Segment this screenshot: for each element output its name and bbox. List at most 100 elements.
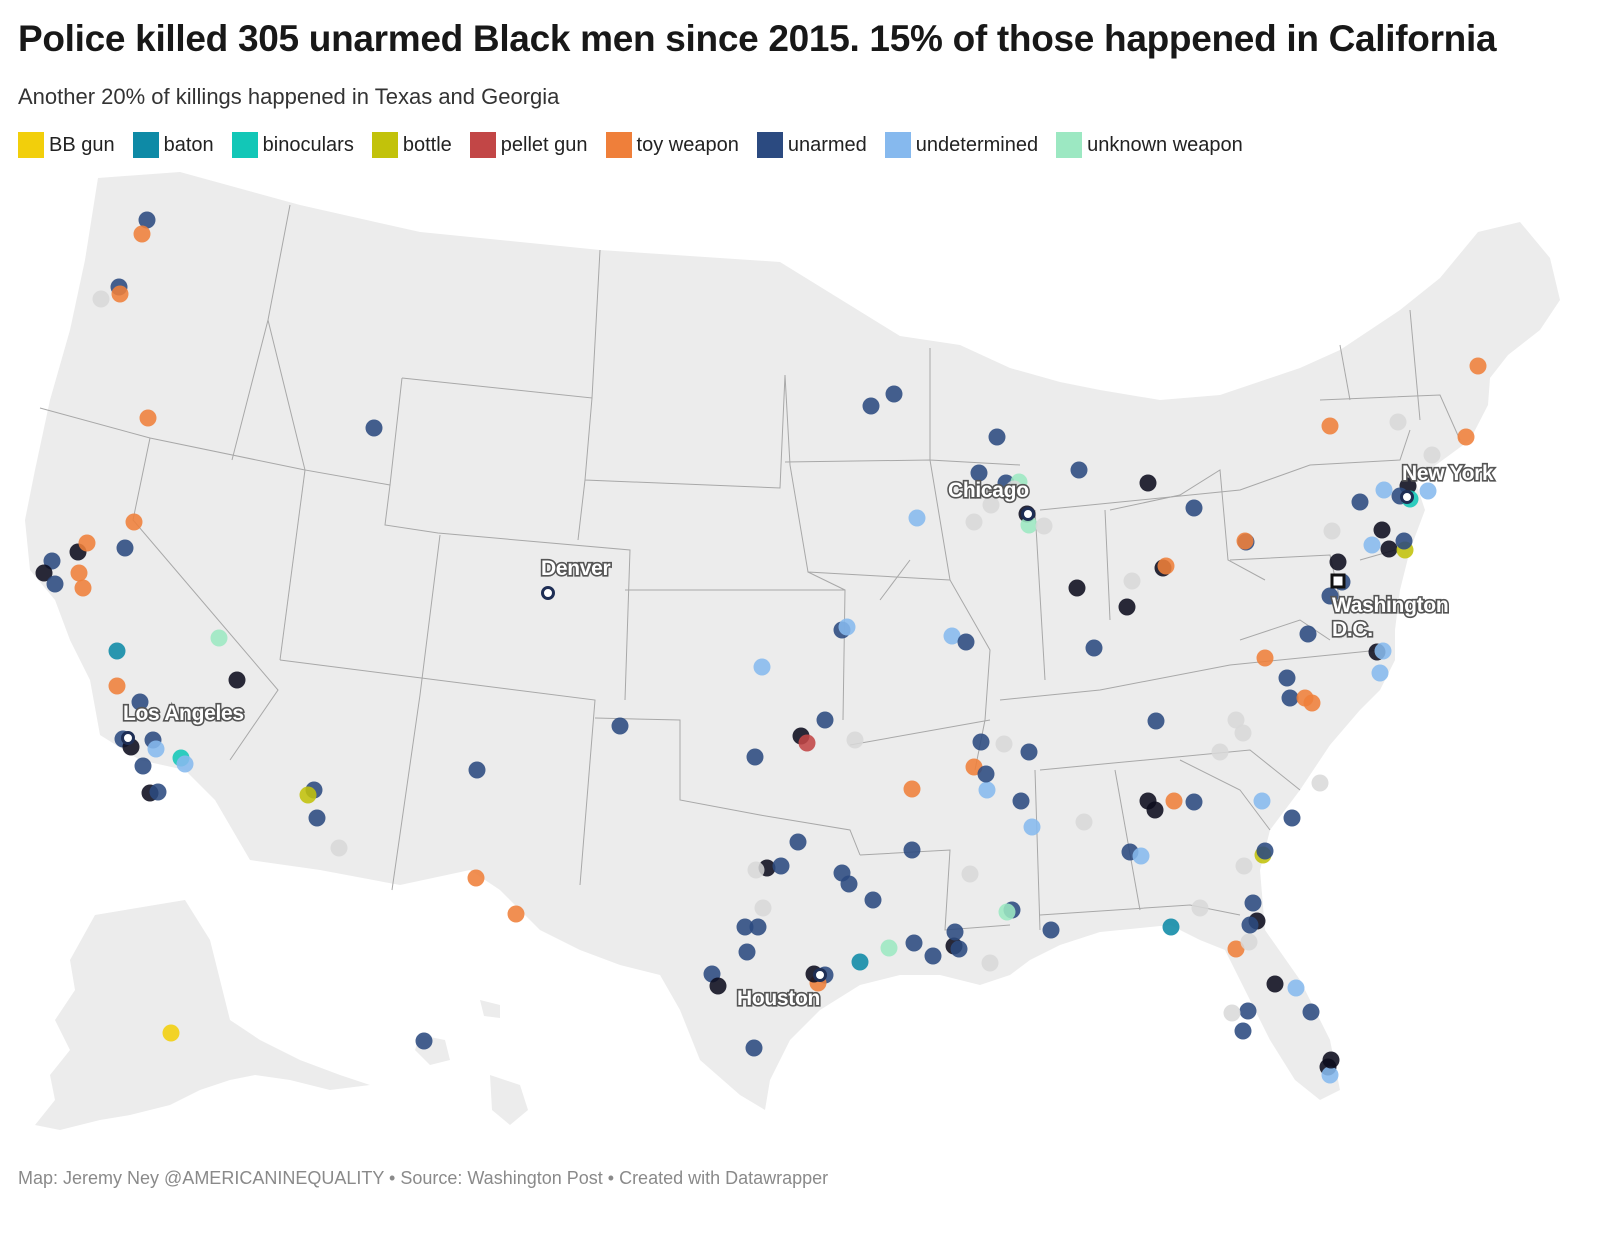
incident-dot [977, 765, 995, 783]
incident-dot [111, 285, 129, 303]
incident-dot [149, 783, 167, 801]
incident-dot [1075, 813, 1093, 831]
us-map: Chicago New York Denver Washington D.C. … [25, 172, 1560, 1130]
incident-dot [46, 575, 64, 593]
incident-dot [965, 513, 983, 531]
incident-dot [139, 409, 157, 427]
incident-dot [1139, 474, 1157, 492]
incident-dot [1070, 461, 1088, 479]
land [25, 172, 1560, 1130]
footer-credit: Map: Jeremy Ney @AMERICANINEQUALITY • So… [18, 1168, 829, 1188]
incident-dot [1235, 857, 1253, 875]
incident-dot [1395, 532, 1413, 550]
incident-dot [851, 953, 869, 971]
legend-item-toy-weapon: toy weapon [605, 132, 739, 158]
incident-dot [1236, 532, 1254, 550]
incident-dot [1256, 649, 1274, 667]
incident-dot [125, 513, 143, 531]
incident-dot [1266, 975, 1284, 993]
incident-dot [1457, 428, 1475, 446]
city-labels: Chicago New York Denver Washington D.C. … [121, 460, 1495, 1011]
incident-dot [228, 671, 246, 689]
incident-dot [1005, 480, 1023, 498]
incident-dot [1423, 446, 1441, 464]
incident-dot [108, 677, 126, 695]
legend-item-pellet-gun: pellet gun [469, 132, 588, 158]
incident-dot [753, 658, 771, 676]
incident-dot [1123, 572, 1141, 590]
incident-dot [816, 711, 834, 729]
incident-dot [1147, 712, 1165, 730]
legend-item-baton: baton [132, 132, 214, 158]
state-borders [39, 204, 1461, 931]
incident-dot [1321, 587, 1339, 605]
city-label-los-angeles: Los Angeles [123, 702, 244, 725]
incident-dot [798, 734, 816, 752]
incident-dot [1020, 516, 1038, 534]
incident-dot [1185, 793, 1203, 811]
incident-dot [1085, 639, 1103, 657]
incident-dot [134, 757, 152, 775]
incident-dot [1380, 540, 1398, 558]
incident-dot [147, 740, 165, 758]
chart-subtitle: Another 20% of killings happened in Texa… [18, 84, 560, 109]
incident-dot [840, 875, 858, 893]
incident-dot [970, 464, 988, 482]
incident-dot [1253, 792, 1271, 810]
city-label-dc: D.C. [1332, 618, 1373, 641]
incident-dot [908, 509, 926, 527]
incident-dot [885, 385, 903, 403]
incident-dot [92, 290, 110, 308]
city-marker [1021, 507, 1035, 521]
incident-dot [981, 954, 999, 972]
incident-dot [1118, 598, 1136, 616]
incident-dot [1371, 664, 1389, 682]
incident-dot [1321, 1066, 1339, 1084]
legend: BB gun baton binoculars bottle pellet gu… [18, 132, 1261, 158]
incident-dot [507, 905, 525, 923]
city-marker [541, 586, 555, 600]
incident-dot [1351, 493, 1369, 511]
incident-dot [365, 419, 383, 437]
incident-dot [1278, 669, 1296, 687]
city-label-new-york: New York [1402, 462, 1494, 485]
legend-item-binoculars: binoculars [231, 132, 354, 158]
incident-dot [749, 918, 767, 936]
incident-dot [1240, 933, 1258, 951]
incident-dot [1234, 724, 1252, 742]
incident-dot [1227, 711, 1245, 729]
city-label-chicago: Chicago [948, 479, 1029, 502]
incident-dot [1239, 1002, 1257, 1020]
legend-label: BB gun [49, 133, 115, 156]
incident-dot [1389, 413, 1407, 431]
incident-dot [131, 693, 149, 711]
legend-label: binoculars [262, 133, 354, 156]
incident-dot [1323, 522, 1341, 540]
legend-item-bb-gun: BB gun [18, 132, 115, 158]
legend-item-undetermined: undetermined [884, 132, 1038, 158]
incident-dot [1302, 1003, 1320, 1021]
incident-dot [1375, 481, 1393, 499]
incident-dot [903, 841, 921, 859]
hawaii [415, 1000, 528, 1125]
incident-dot [943, 627, 961, 645]
incident-dot [988, 428, 1006, 446]
incident-dot [978, 781, 996, 799]
incident-dot [1132, 847, 1150, 865]
legend-swatch [1056, 132, 1083, 158]
incident-dot [838, 618, 856, 636]
city-markers [121, 490, 1414, 982]
incident-dot [972, 733, 990, 751]
legend-label: pellet gun [500, 133, 588, 156]
incident-dot [415, 1032, 433, 1050]
incident-dot [210, 629, 228, 647]
incident-dot [108, 642, 126, 660]
incident-dot [754, 899, 772, 917]
city-marker [813, 968, 827, 982]
incident-dot [961, 865, 979, 883]
incident-dot [1035, 517, 1053, 535]
incident-dot [747, 861, 765, 879]
incident-dot [1020, 743, 1038, 761]
incident-dot [133, 225, 151, 243]
incident-dot [1329, 553, 1347, 571]
